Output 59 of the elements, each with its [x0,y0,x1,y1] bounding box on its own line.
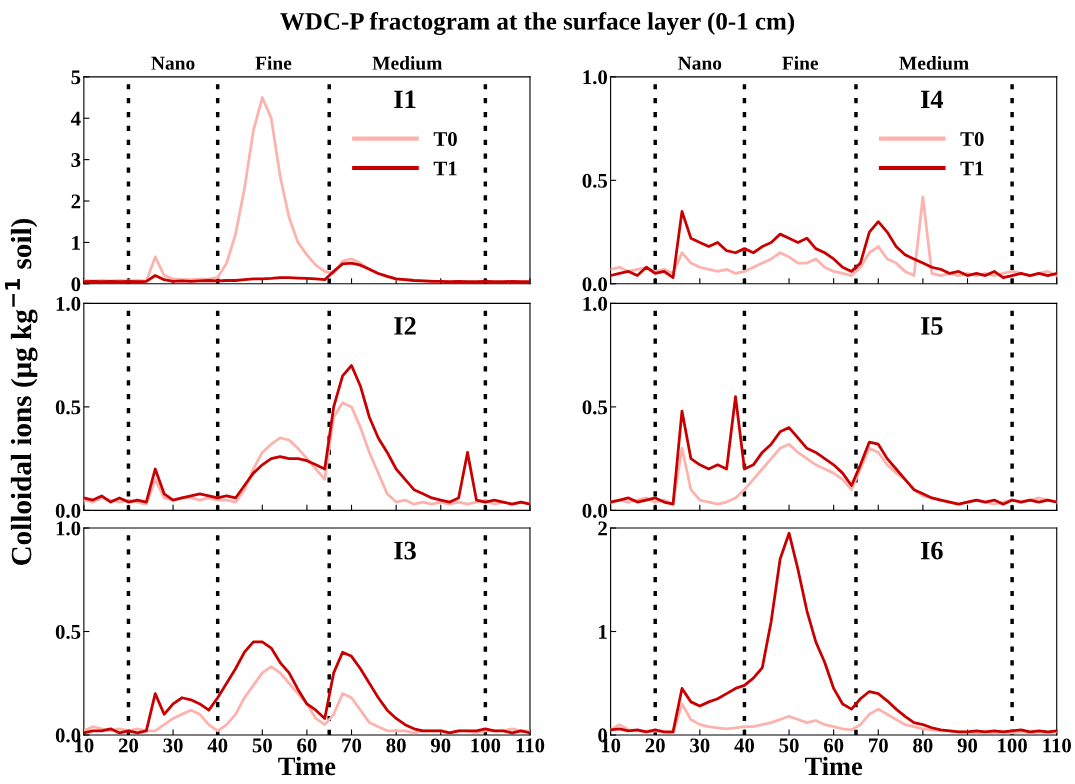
y-tick-label: 2 [598,521,607,536]
y-tick-label: 0.0 [582,277,608,292]
y-tick-label: 0 [71,277,81,292]
x-tick-label: 40 [207,738,228,753]
text: Fine [782,56,819,70]
y-tick-label: 0.5 [582,400,608,415]
x-tick-label: 90 [430,738,451,753]
legend-label: T0 [433,131,457,147]
y-tick-label: 4 [70,111,81,126]
annotation: I3 [394,541,416,560]
y-tick-label: 0.5 [55,400,81,415]
y-tick-label: 2 [71,194,81,209]
x-tick-label: 50 [779,738,799,753]
annotation: I4 [920,90,944,109]
y-tick-label: 1.0 [583,296,608,311]
y-tick-label: 0.5 [582,173,608,188]
annotation: I2 [394,317,416,335]
x-tick-label: 40 [734,738,755,753]
legend-label: T1 [960,161,984,176]
y-tick-label: 0.0 [55,503,81,518]
text: Fine [255,56,292,70]
x-tick-label: 90 [957,738,978,753]
x-tick-label: 20 [645,738,665,753]
x-axis-title: Time [278,756,336,776]
y-tick-label: 3 [71,153,81,168]
legend-label: T0 [960,131,984,147]
x-tick-label: 80 [386,738,406,753]
x-tick-label: 80 [913,738,933,753]
x-tick-label: 60 [297,738,317,753]
text: Medium [899,56,969,70]
y-tick-label: 1.0 [56,296,81,311]
x-tick-label: 100 [998,738,1027,753]
text: Medium [372,56,443,70]
x-tick-label: 60 [823,738,844,753]
text: Nano [151,56,195,70]
text: Nano [678,56,722,70]
y-tick-label: 1 [72,235,80,250]
x-tick-label: 100 [471,738,501,753]
y-tick-label: 1 [599,624,607,639]
x-tick-label: 110 [516,738,545,753]
x-tick-label: 110 [1043,738,1071,753]
y-tick-label: 5 [71,70,81,85]
y-tick-label: 0.0 [582,503,608,518]
x-tick-label: 30 [163,738,183,753]
x-tick-label: 70 [869,738,888,753]
x-tick-label: 30 [690,738,710,753]
annotation: I1 [394,90,416,109]
annotation: I5 [920,317,943,335]
y-tick-label: 1.0 [583,70,608,85]
x-tick-label: 70 [342,738,362,753]
legend-label: T1 [433,161,457,176]
x-axis-title: Time [804,756,863,776]
y-axis-title: Colloidal ions (μg kg$^{−1}$ soil) [5,218,38,565]
x-tick-label: 50 [252,738,272,753]
y-tick-label: 0.5 [55,624,81,640]
x-tick-label: 20 [118,738,139,753]
y-tick-label: 1.0 [56,521,81,536]
annotation: I6 [920,541,943,560]
chart-title: WDC-P fractogram at the surface layer (0-1 cm) [280,11,795,36]
